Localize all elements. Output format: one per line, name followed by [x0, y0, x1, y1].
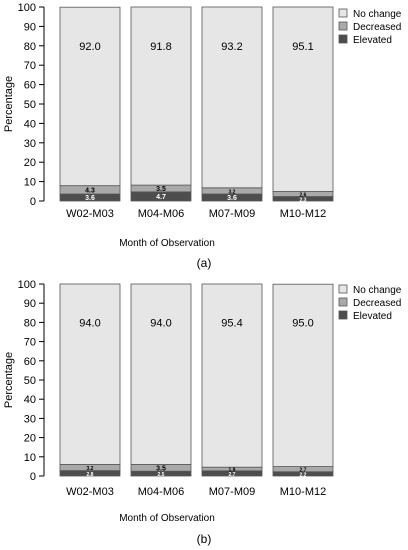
bar-segment — [59, 283, 121, 465]
legend-swatch — [338, 8, 348, 18]
bar-segment — [130, 283, 192, 465]
legend-label: No change — [353, 9, 402, 20]
x-tick-label: M10-M12 — [280, 208, 326, 220]
bar-segment — [272, 283, 334, 467]
data-label: 4.7 — [156, 194, 166, 201]
legend-label: No change — [353, 285, 402, 296]
y-tick-label: 60 — [24, 80, 36, 92]
y-tick-label: 10 — [24, 177, 36, 189]
y-tick-label: 100 — [18, 279, 36, 291]
y-tick-label: 70 — [24, 60, 36, 72]
data-label: 3.6 — [85, 195, 95, 202]
y-tick-label: 50 — [24, 375, 36, 387]
data-label: 3.5 — [156, 465, 166, 472]
bar-segment — [201, 283, 263, 468]
y-tick-label: 0 — [30, 471, 36, 483]
legend-label: Decreased — [353, 298, 401, 309]
x-axis-title: Month of Observation — [119, 513, 215, 524]
data-label: 2.7 — [300, 468, 307, 474]
y-tick-label: 80 — [24, 317, 36, 329]
panel-caption: (b) — [197, 532, 212, 546]
x-tick-label: M07-M09 — [209, 486, 255, 498]
y-axis-title: Percentage — [3, 352, 15, 408]
legend-swatch — [338, 310, 348, 320]
data-label: 94.0 — [150, 317, 171, 329]
x-tick-label: W02-M03 — [66, 486, 114, 498]
legend-label: Elevated — [353, 35, 392, 46]
legend-label: Decreased — [353, 22, 401, 33]
data-label: 94.0 — [79, 317, 100, 329]
data-label: 4.3 — [85, 187, 95, 194]
y-axis-title: Percentage — [3, 76, 15, 132]
y-tick-label: 90 — [24, 21, 36, 33]
data-label: 2.5 — [158, 472, 165, 478]
bar-segment — [201, 6, 263, 189]
legend-swatch — [338, 297, 348, 307]
bar-segment — [272, 6, 334, 192]
y-tick-label: 20 — [24, 157, 36, 169]
y-tick-label: 80 — [24, 41, 36, 53]
x-tick-label: W02-M03 — [66, 208, 114, 220]
y-tick-label: 30 — [24, 413, 36, 425]
data-label: 92.0 — [79, 41, 100, 53]
y-tick-label: 20 — [24, 433, 36, 445]
y-tick-label: 100 — [18, 2, 36, 14]
y-tick-label: 10 — [24, 452, 36, 464]
y-tick-label: 50 — [24, 99, 36, 111]
data-label: 3.2 — [87, 466, 94, 472]
panel-caption: (a) — [197, 256, 212, 270]
data-label: 2.6 — [300, 193, 307, 199]
data-label: 95.1 — [292, 41, 313, 53]
chart-panel-b: 0 10 20 30 40 50 60 70 80 90 100 Percentage 2.83.2 94… — [3, 279, 402, 546]
data-label: 1.9 — [229, 467, 236, 473]
y-tick-label: 30 — [24, 138, 36, 150]
x-tick-label: M10-M12 — [280, 486, 326, 498]
data-label: 2.7 — [229, 472, 236, 478]
x-tick-label: M04-M06 — [138, 486, 184, 498]
y-tick-label: 90 — [24, 298, 36, 310]
y-tick-label: 40 — [24, 118, 36, 130]
data-label: 2.8 — [87, 472, 94, 478]
chart-panel-a: 0102030405060708090100Percentage3.64.392… — [3, 2, 402, 270]
bar-segment — [59, 6, 121, 187]
legend-swatch — [338, 284, 348, 294]
legend-swatch — [338, 21, 348, 31]
data-label: 2.2 — [300, 472, 307, 478]
x-tick-label: M04-M06 — [138, 208, 184, 220]
x-tick-label: M07-M09 — [209, 208, 255, 220]
bar-segment — [130, 6, 192, 186]
data-label: 93.2 — [221, 41, 242, 53]
y-tick-label: 60 — [24, 356, 36, 368]
legend-swatch — [338, 34, 348, 44]
data-label: 91.8 — [150, 41, 171, 53]
data-label: 3.5 — [156, 186, 166, 193]
data-label: 95.4 — [221, 317, 242, 329]
legend-label: Elevated — [353, 311, 392, 322]
data-label: 2.3 — [300, 197, 307, 203]
data-label: 95.0 — [292, 317, 313, 329]
data-label: 3.2 — [229, 189, 236, 195]
x-axis-title: Month of Observation — [119, 238, 215, 249]
y-tick-label: 70 — [24, 337, 36, 349]
y-tick-label: 0 — [30, 196, 36, 208]
y-tick-label: 40 — [24, 394, 36, 406]
data-label: 3.6 — [227, 195, 237, 202]
